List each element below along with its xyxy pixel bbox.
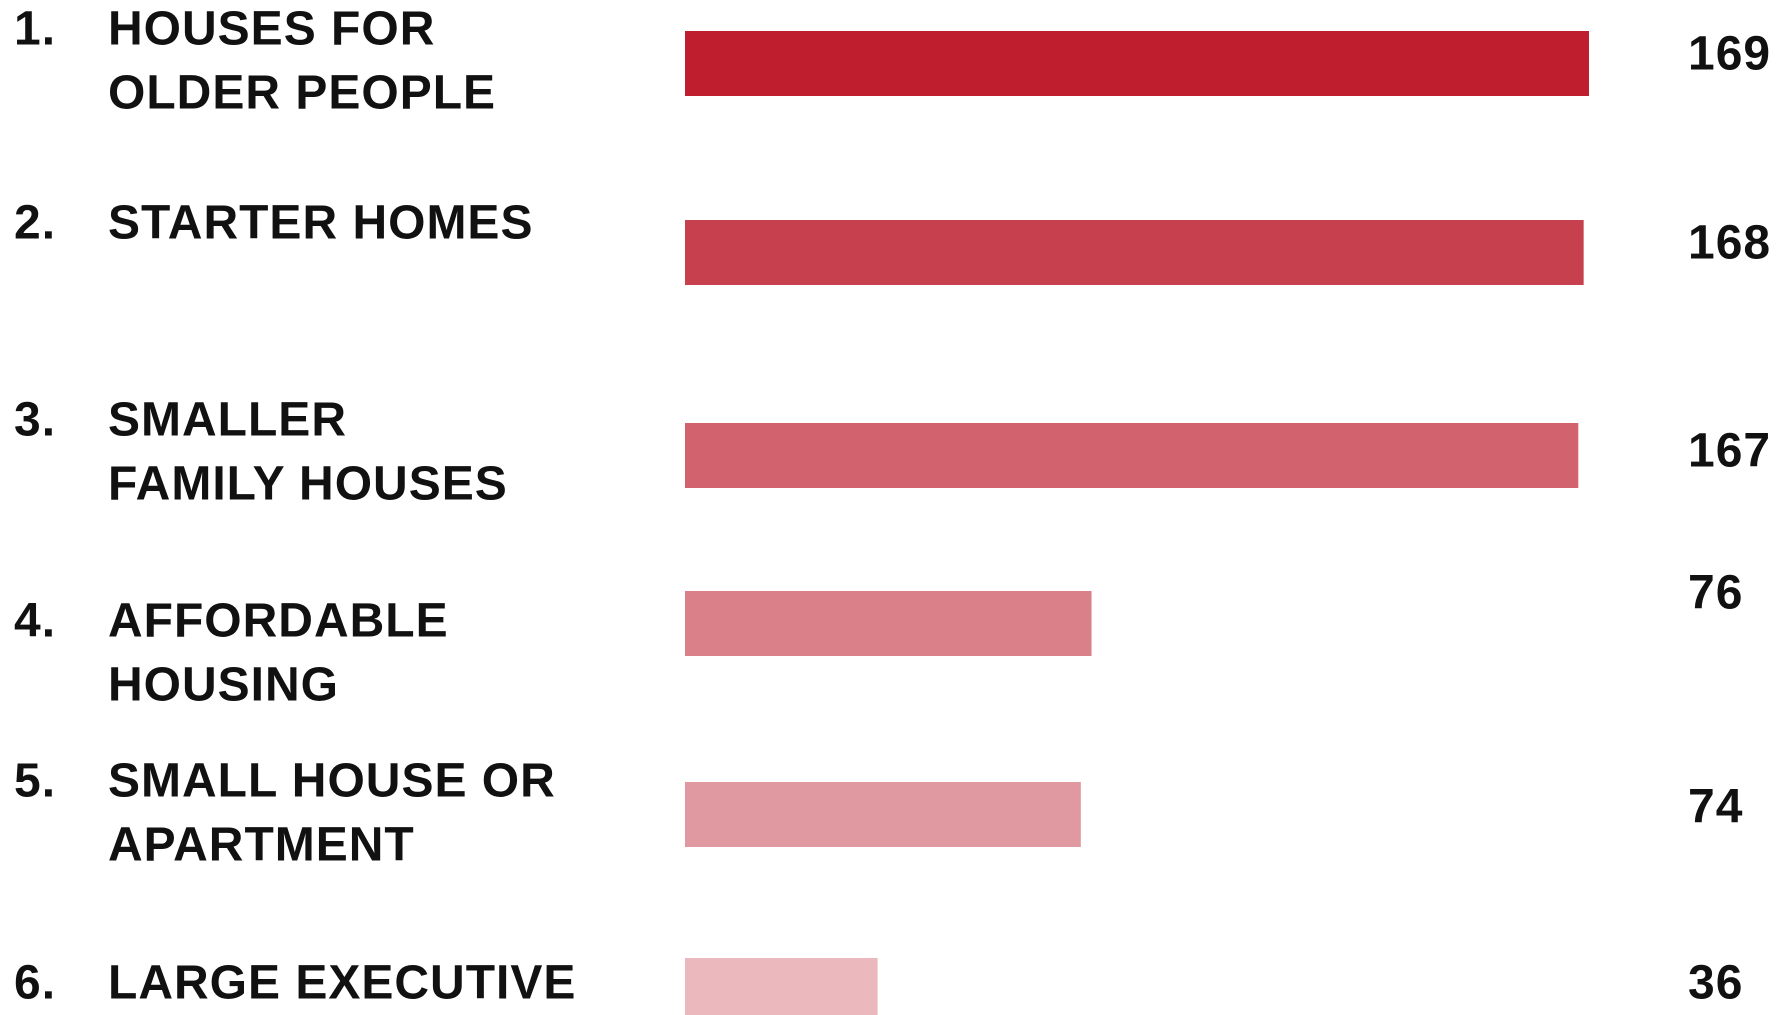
bar [685,220,1584,285]
rank: 5. [14,755,56,808]
bar [685,782,1081,847]
value-label: 76 [1688,567,1743,620]
category-label: FAMILY HOUSES [108,458,508,511]
category-label: SMALLER [108,394,347,447]
value-label: 36 [1688,957,1743,1010]
category-label: SMALL HOUSE OR [108,755,556,808]
bar [685,31,1589,96]
category-label: AFFORDABLE [108,595,449,648]
bar [685,423,1579,488]
category-label: OLDER PEOPLE [108,67,496,120]
category-label: LARGE EXECUTIVE [108,957,576,1010]
value-label: 167 [1688,425,1771,478]
category-label: APARTMENT [108,819,415,872]
value-label: 168 [1688,217,1771,270]
value-label: 169 [1688,28,1771,81]
rank: 3. [14,394,56,447]
rank: 2. [14,197,56,250]
bar [685,591,1092,656]
category-label: HOUSES FOR [108,3,435,56]
rank: 1. [14,3,56,56]
rank: 4. [14,595,56,648]
category-label: HOUSING [108,659,339,712]
bar [685,958,878,1015]
category-label: STARTER HOMES [108,197,533,250]
value-label: 74 [1688,781,1743,834]
rank: 6. [14,957,56,1010]
